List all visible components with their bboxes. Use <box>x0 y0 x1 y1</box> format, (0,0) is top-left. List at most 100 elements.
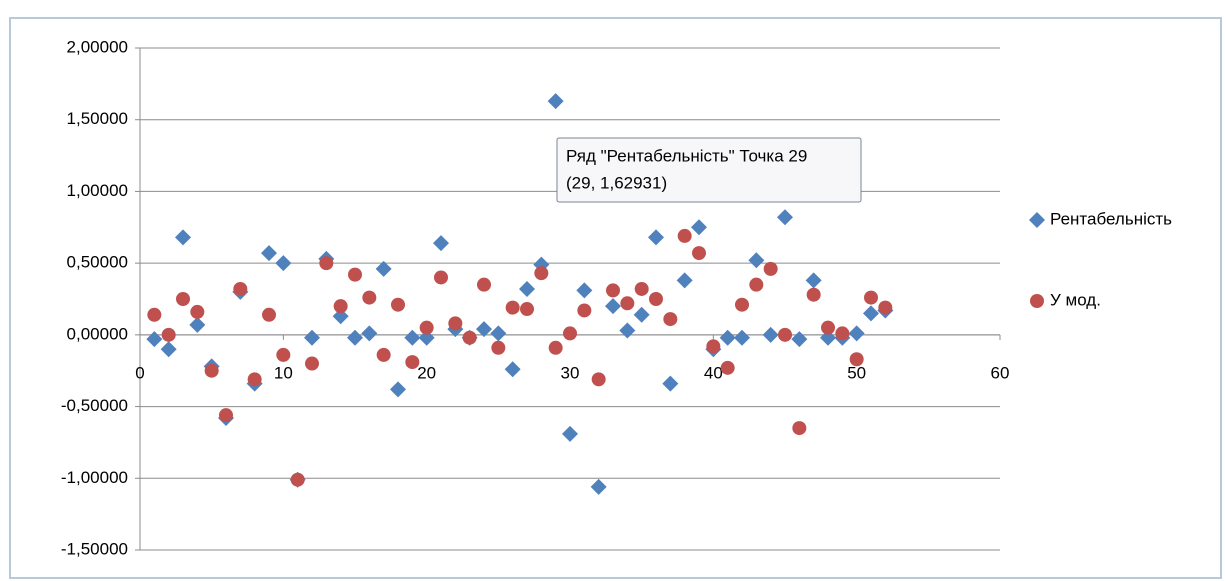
circle-marker <box>448 316 463 331</box>
circle-marker <box>806 287 821 302</box>
circle-marker <box>634 281 649 296</box>
circle-marker <box>305 356 319 371</box>
circle-marker <box>362 290 377 305</box>
y-tick-label: 0,50000 <box>67 253 128 272</box>
diamond-marker <box>490 325 507 342</box>
diamond-marker <box>347 329 363 346</box>
circle-marker <box>319 256 334 271</box>
diamond-marker <box>633 306 650 323</box>
circle-marker <box>391 297 405 312</box>
diamond-marker <box>762 326 779 343</box>
x-tick-label: 10 <box>274 363 293 382</box>
diamond-marker <box>332 308 349 325</box>
circle-marker <box>419 320 434 335</box>
circle-marker <box>649 292 663 306</box>
diamond-marker <box>519 280 535 297</box>
circle-marker <box>849 352 864 367</box>
y-tick-label: -1,50000 <box>61 539 128 558</box>
circle-marker <box>792 421 807 436</box>
circle-marker <box>821 320 835 335</box>
circle-marker <box>376 347 391 362</box>
circle-marker <box>878 300 893 315</box>
circle-marker <box>720 360 735 375</box>
circle-marker <box>778 327 792 342</box>
circle-marker <box>190 304 205 319</box>
diamond-marker <box>275 255 292 272</box>
diamond-marker <box>648 229 664 246</box>
circle-marker <box>462 330 477 345</box>
diamond-marker <box>805 272 822 289</box>
diamond-marker <box>418 329 435 346</box>
circle-marker <box>491 340 506 355</box>
x-tick-label: 30 <box>561 363 580 382</box>
diamond-marker <box>590 478 607 495</box>
x-tick-label: 40 <box>704 363 723 382</box>
circle-marker <box>763 261 778 276</box>
circle-marker <box>204 363 219 378</box>
circle-marker <box>749 277 764 292</box>
diamond-marker <box>791 331 808 348</box>
circle-marker <box>219 408 233 423</box>
circle-marker <box>548 340 563 355</box>
chart-frame <box>9 17 1222 579</box>
diamond-marker <box>748 252 765 269</box>
diamond-marker <box>160 341 177 358</box>
y-tick-label: -0,50000 <box>61 396 128 415</box>
y-tick-label: -1,00000 <box>61 468 128 487</box>
x-tick-label: 20 <box>417 363 436 382</box>
circle-marker <box>405 355 420 370</box>
circle-marker <box>663 312 678 327</box>
y-tick-label: 1,50000 <box>67 109 128 128</box>
diamond-marker <box>734 329 750 346</box>
diamond-marker <box>719 329 736 346</box>
circle-marker <box>606 283 620 298</box>
circle-marker <box>692 246 706 261</box>
y-tick-label: 2,00000 <box>67 37 128 56</box>
tooltip-text: (29, 1,62931) <box>566 173 667 192</box>
diamond-marker <box>433 235 449 252</box>
circle-marker <box>290 472 305 487</box>
x-tick-label: 0 <box>135 363 144 382</box>
circle-marker <box>864 290 878 305</box>
legend-label: У мод. <box>1050 290 1101 309</box>
circle-marker <box>434 270 448 285</box>
circle-marker <box>176 292 190 306</box>
circle-marker <box>835 326 850 341</box>
circle-marker <box>262 307 276 322</box>
diamond-marker <box>175 229 191 246</box>
circle-marker <box>563 326 577 341</box>
circle-marker <box>520 302 534 317</box>
circle-marker <box>677 228 692 243</box>
circle-marker <box>147 307 162 322</box>
diamond-marker <box>261 245 277 262</box>
circle-marker <box>247 372 262 387</box>
circle-marker <box>333 299 348 314</box>
diamond-marker <box>304 329 320 346</box>
circle-marker <box>477 277 491 292</box>
diamond-marker <box>404 329 421 346</box>
diamond-marker <box>777 209 793 226</box>
circle-marker <box>706 339 721 354</box>
diamond-marker <box>146 331 163 348</box>
circle-marker <box>534 266 549 281</box>
tooltip-box <box>556 137 862 203</box>
circle-marker <box>161 327 176 342</box>
diamond-marker <box>562 425 578 442</box>
circle-marker <box>505 300 520 315</box>
diamond-marker <box>547 93 564 110</box>
diamond-marker <box>676 272 693 289</box>
circle-marker <box>577 303 592 318</box>
diamond-marker <box>576 282 593 299</box>
diamond-marker <box>605 298 621 315</box>
diamond-marker <box>504 361 521 378</box>
diamond-marker <box>375 260 392 277</box>
diamond-marker <box>390 381 406 398</box>
diamond-marker <box>863 305 879 322</box>
diamond-marker <box>361 325 378 342</box>
circle-marker <box>620 296 635 311</box>
y-tick-label: 1,00000 <box>67 181 128 200</box>
diamond-marker <box>619 322 636 339</box>
circle-marker <box>348 267 362 282</box>
diamond-marker <box>476 321 492 338</box>
